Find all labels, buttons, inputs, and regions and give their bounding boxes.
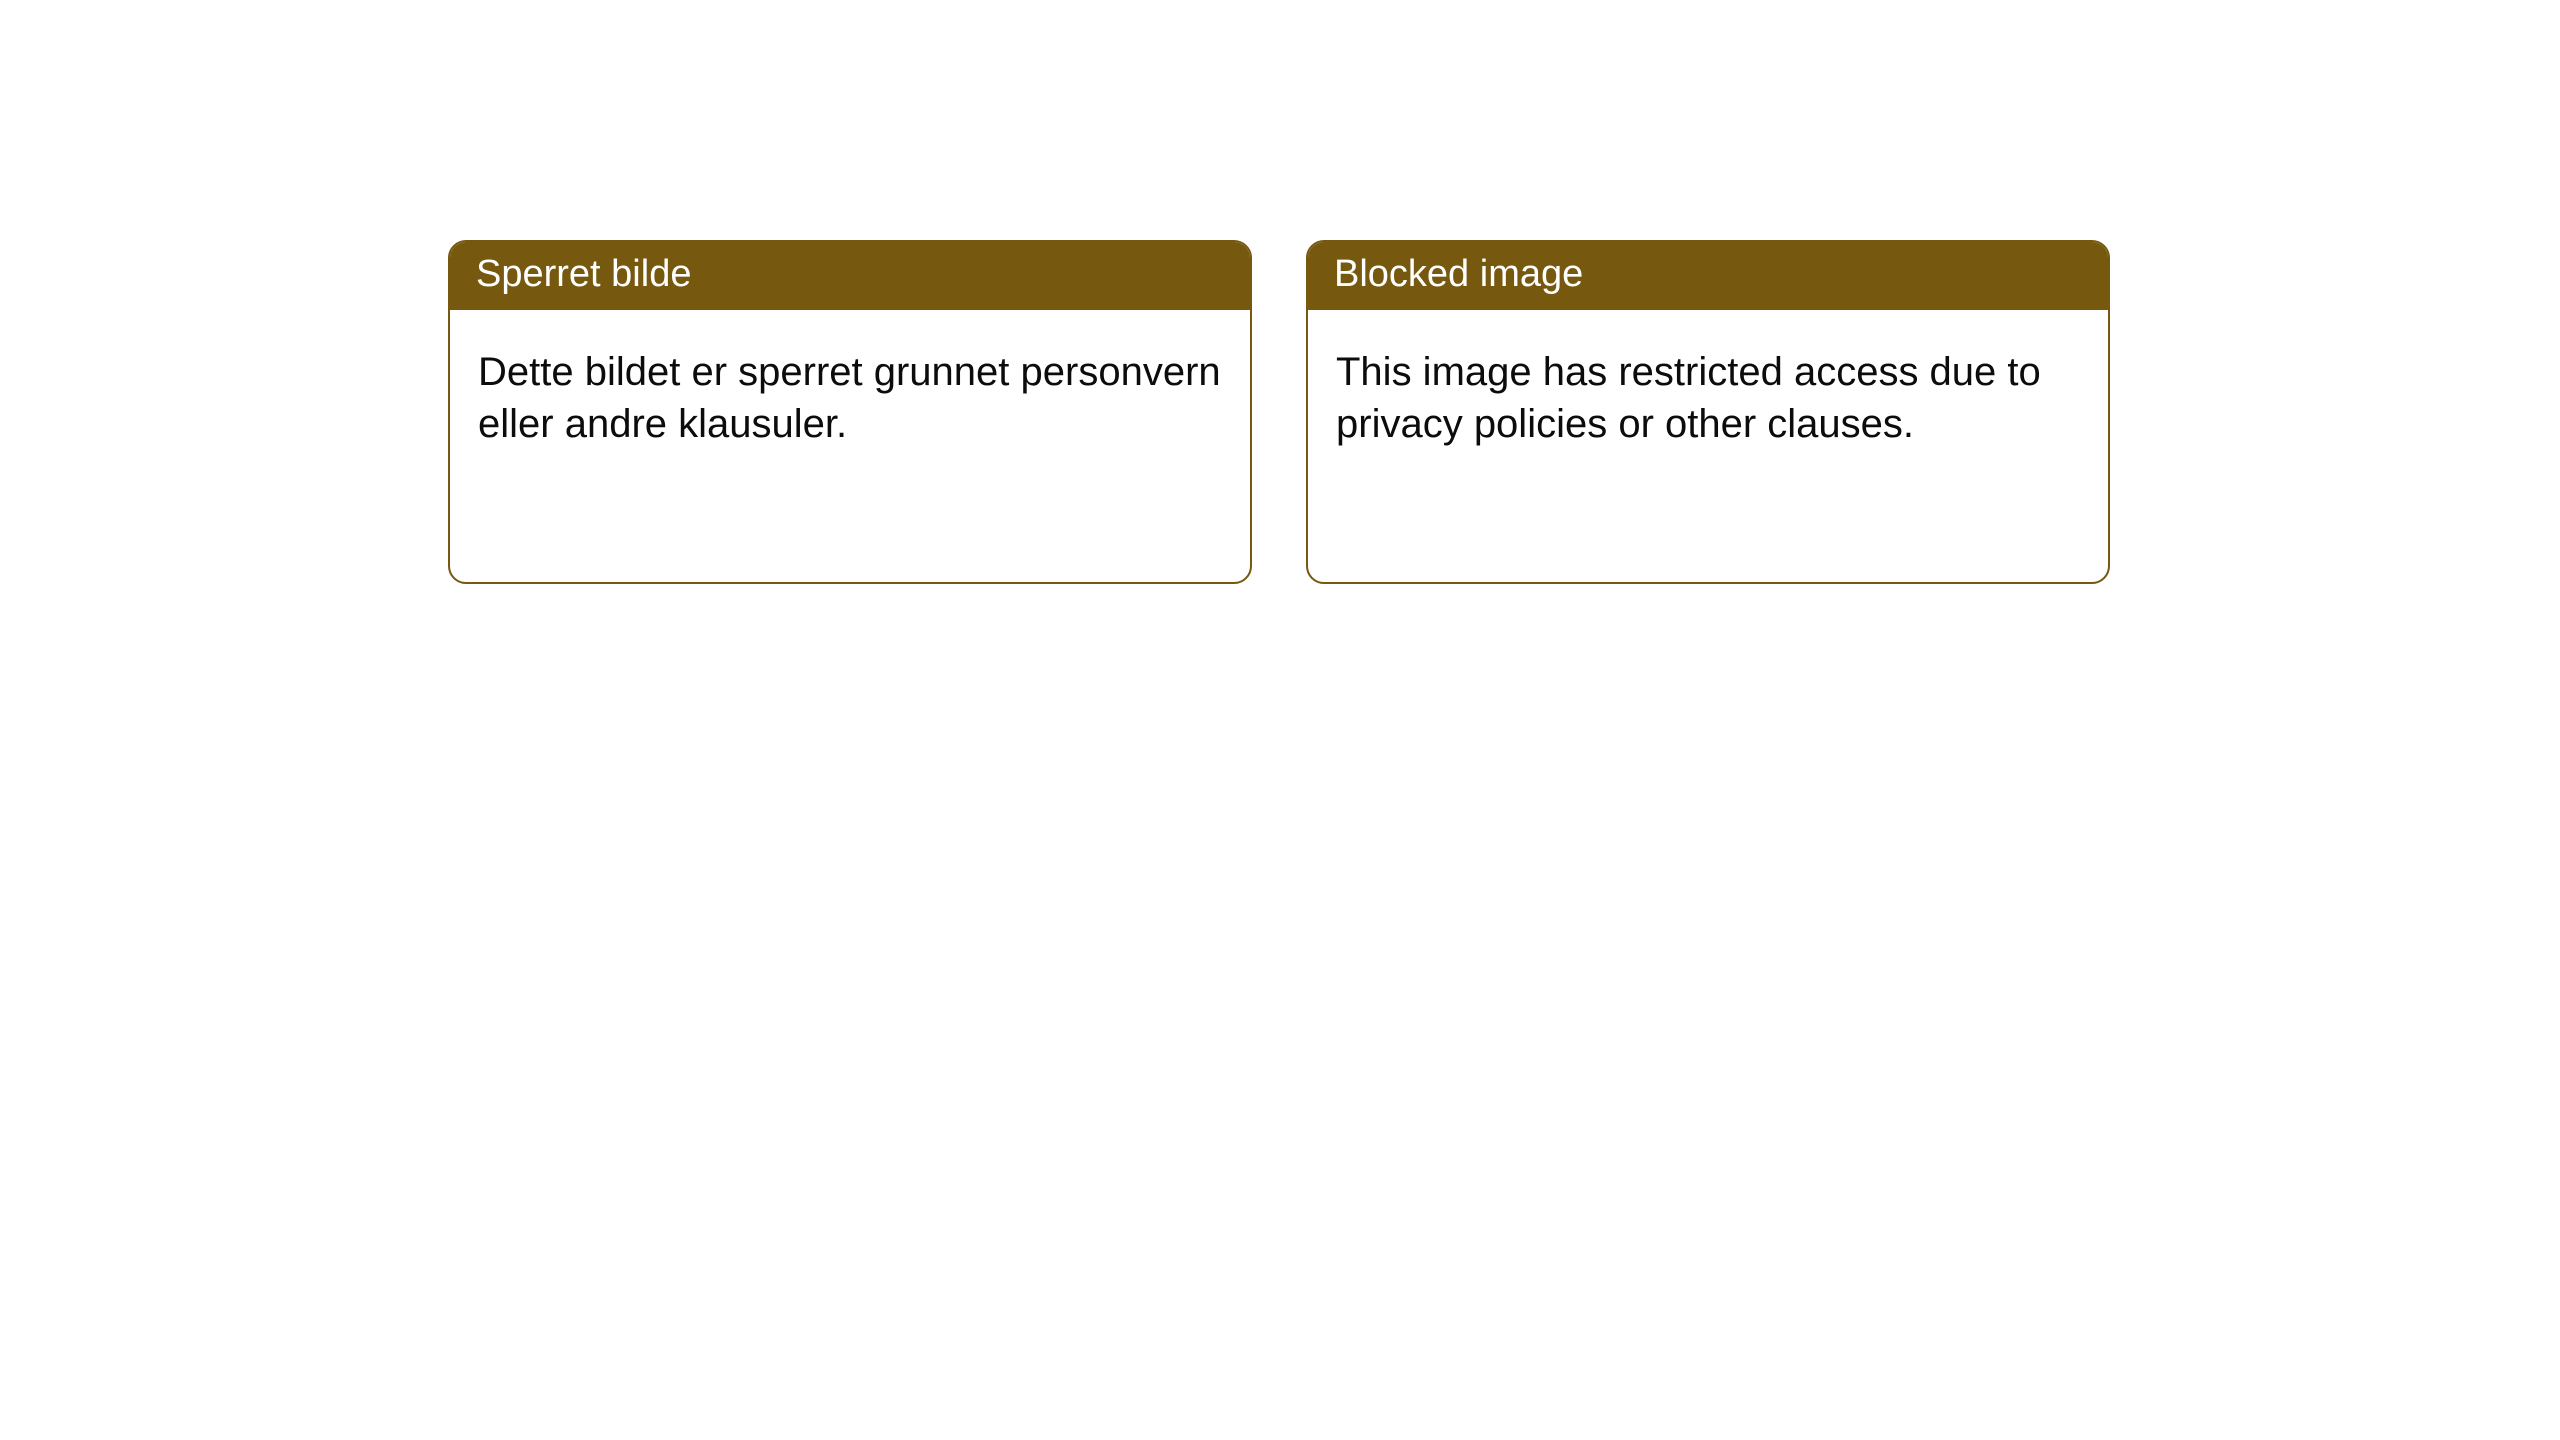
notice-header: Sperret bilde xyxy=(450,242,1250,310)
notice-card-english: Blocked image This image has restricted … xyxy=(1306,240,2110,584)
notice-body: This image has restricted access due to … xyxy=(1308,310,2108,582)
notice-card-norwegian: Sperret bilde Dette bildet er sperret gr… xyxy=(448,240,1252,584)
notice-body: Dette bildet er sperret grunnet personve… xyxy=(450,310,1250,582)
notice-container: Sperret bilde Dette bildet er sperret gr… xyxy=(0,0,2560,584)
notice-header: Blocked image xyxy=(1308,242,2108,310)
